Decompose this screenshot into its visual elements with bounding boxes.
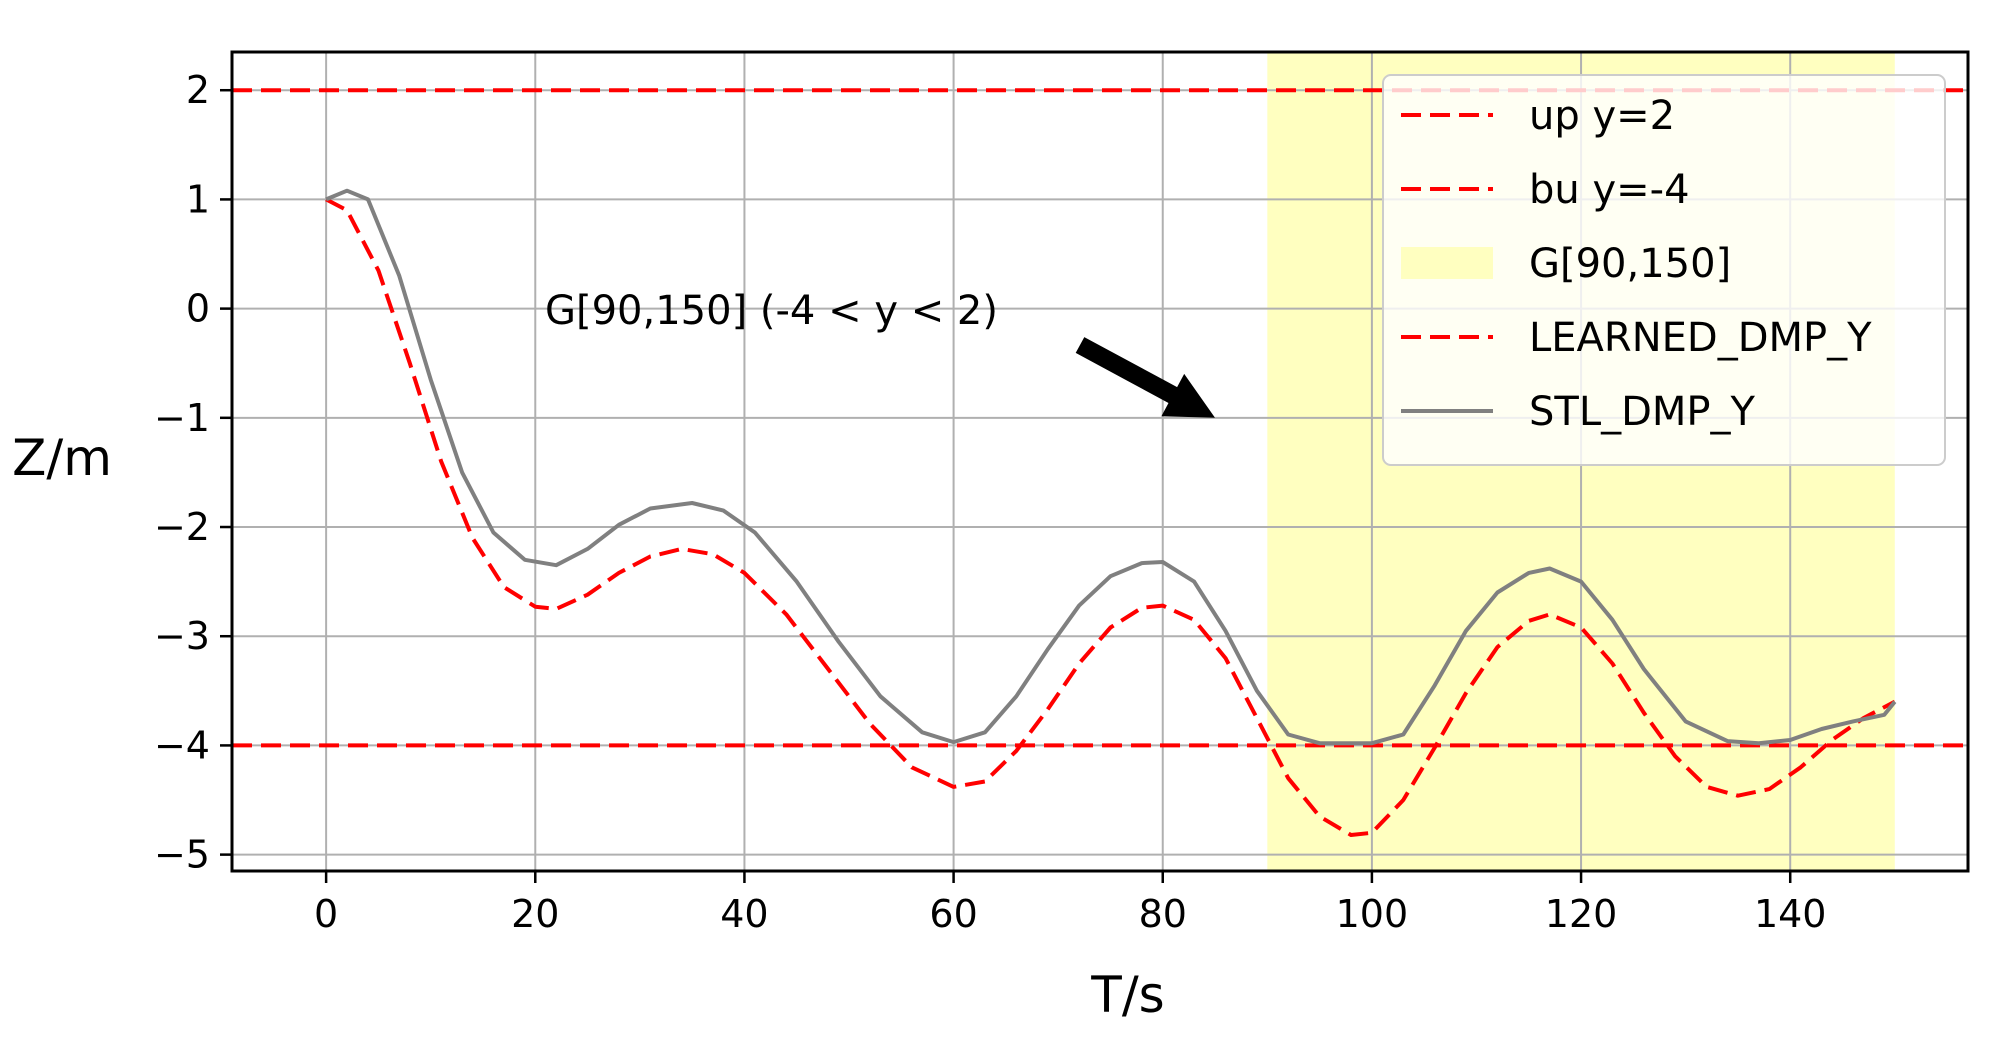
x-tick-label: 40 [720,892,768,936]
plot-frame [230,50,1970,873]
legend-swatch [1401,247,1493,279]
y-tick-label: −5 [154,833,210,877]
y-tick-label: −4 [154,723,210,767]
legend-label: G[90,150] [1529,241,1731,287]
x-tick-label: 20 [511,892,559,936]
annotation-arrow [1075,337,1215,418]
x-tick-label: 60 [929,892,977,936]
x-tick-label: 0 [314,892,338,936]
x-tick-label: 100 [1336,892,1409,936]
legend-label: STL_DMP_Y [1529,389,1756,435]
legend-label: LEARNED_DMP_Y [1529,315,1872,361]
y-axis-title: Z/m [12,429,112,487]
annotation-text: G[90,150] (-4 < y < 2) [545,288,998,334]
y-tick-label: −2 [154,505,210,549]
series-line [325,188,1897,746]
legend-label: up y=2 [1529,93,1675,139]
y-tick-label: −3 [154,614,210,658]
y-tick-label: −1 [154,396,210,440]
y-tick-label: 1 [186,177,210,221]
legend-label: bu y=-4 [1529,167,1690,213]
x-axis-title: T/s [1090,966,1164,1024]
y-tick-label: 2 [186,68,210,112]
legend-box [1382,74,1946,466]
x-tick-label: 80 [1139,892,1187,936]
x-tick-label: 120 [1545,892,1618,936]
y-tick-label: 0 [186,287,210,331]
series-line [325,197,1896,837]
x-tick-label: 140 [1754,892,1827,936]
